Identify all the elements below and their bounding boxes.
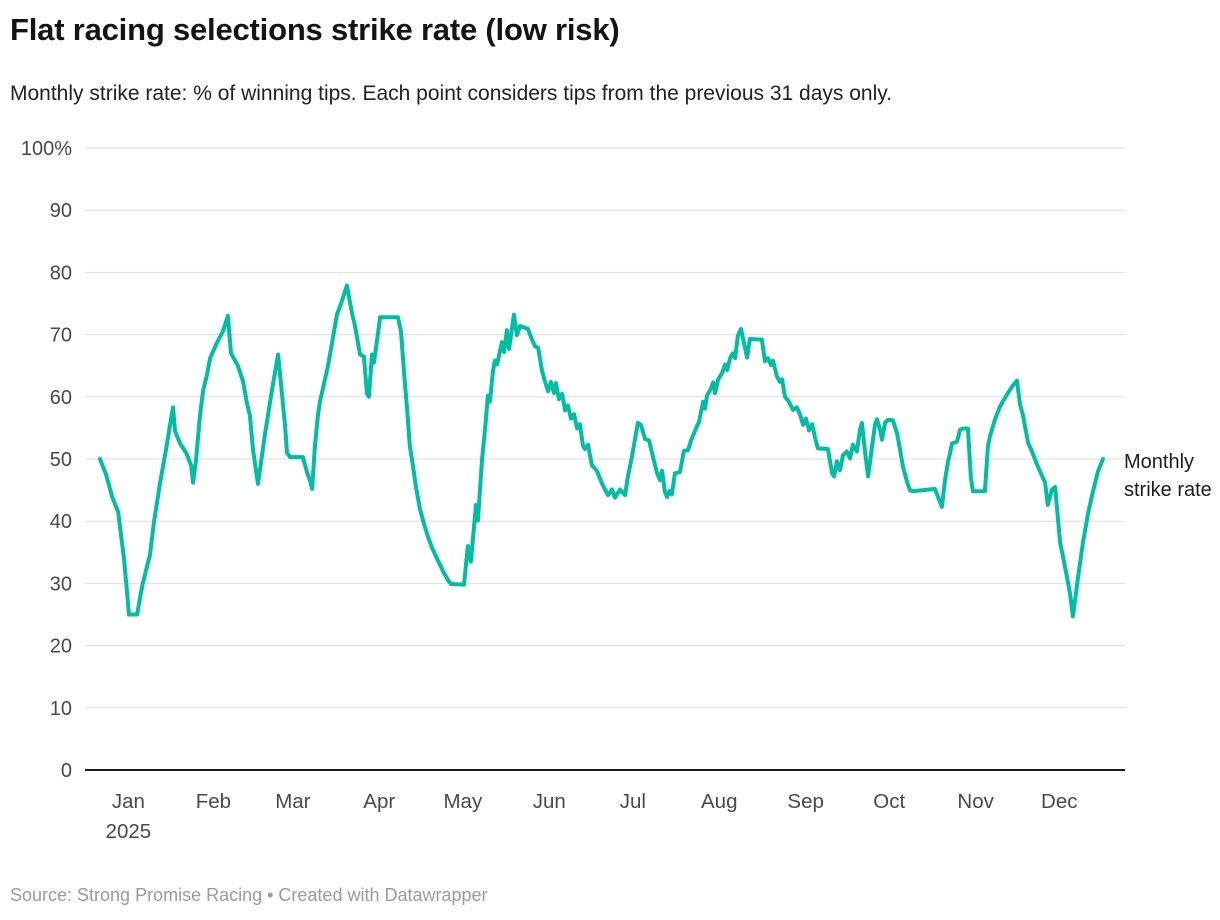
source-attribution: Source: Strong Promise Racing • Created … [10, 885, 488, 905]
x-tick-label: Feb [196, 790, 231, 813]
x-tick-label: Oct [873, 790, 905, 813]
y-tick-label: 50 [50, 449, 72, 471]
y-tick-label: 80 [50, 262, 72, 284]
y-tick-label: 70 [50, 325, 72, 347]
series-label: Monthly strike rate [1124, 451, 1212, 501]
y-tick-label: 0 [61, 760, 72, 782]
chart-title: Flat racing selections strike rate (low … [10, 12, 620, 47]
x-tick-label: Nov [957, 790, 994, 813]
x-axis-year-label: 2025 [106, 820, 152, 843]
y-tick-label: 60 [50, 387, 72, 409]
strike-rate-line [98, 283, 1105, 619]
x-tick-label: Dec [1041, 790, 1077, 813]
x-tick-label: Jan [112, 790, 145, 813]
x-tick-label: Mar [275, 790, 310, 813]
x-tick-label: Apr [363, 790, 395, 813]
chart-subtitle: Monthly strike rate: % of winning tips. … [10, 82, 893, 105]
y-tick-label: 40 [50, 511, 72, 533]
y-tick-label: 20 [50, 636, 72, 658]
y-tick-label: 100% [21, 138, 72, 160]
x-tick-label: Aug [701, 790, 737, 813]
x-tick-label: Sep [787, 790, 823, 813]
x-tick-label: Jun [533, 790, 566, 813]
x-tick-label: Jul [620, 790, 646, 813]
y-tick-label: 10 [50, 698, 72, 720]
y-tick-label: 30 [50, 573, 72, 595]
x-tick-label: May [443, 790, 482, 813]
y-tick-label: 90 [50, 200, 72, 222]
